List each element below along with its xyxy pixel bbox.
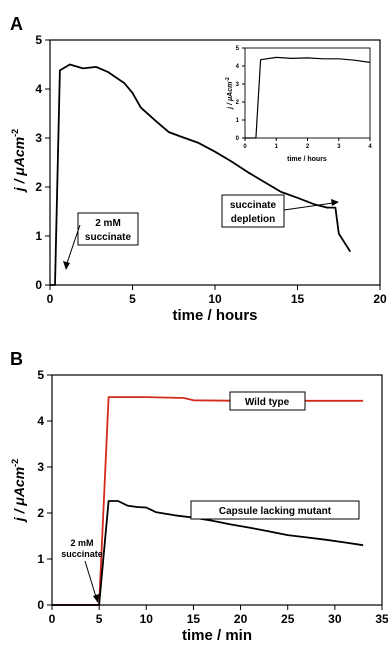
panel-b-xlabel: time / min (182, 627, 252, 644)
annotation-right-arrow (283, 202, 334, 211)
panel-b-y-tick-label: 0 (37, 598, 44, 612)
inset-series-line-0 (245, 56, 371, 139)
panel-a-ylabel: j / μAcm-2 (10, 129, 27, 193)
panel-a-y-tick-label: 3 (35, 131, 42, 145)
panel-b-y-tick-label: 2 (37, 506, 44, 520)
inset-x-tick-label: 1 (275, 144, 279, 150)
inset-y-tick-label: 5 (236, 46, 240, 52)
panel-a-x-ticks: 0 5 10 15 20 (47, 285, 387, 306)
panel-b-x-tick-label: 15 (187, 612, 201, 626)
panel-b-x-tick-label: 0 (49, 612, 56, 626)
panel-a-y-tick-label: 0 (35, 278, 42, 292)
panel-b-y-tick-label: 5 (37, 368, 44, 382)
panel-a-ylabel-main: j / μAcm (11, 137, 27, 193)
panel-b-x-tick-label: 35 (375, 612, 388, 626)
panel-b-x-ticks: 0 5 10 15 20 25 30 35 (49, 605, 388, 626)
panel-b-y-tick-label: 4 (37, 414, 44, 428)
annotation-right-line1: succinate (230, 200, 277, 211)
inset-series (245, 56, 371, 139)
inset-ylabel-exp: -2 (225, 77, 231, 82)
panel-a-x-tick-label: 10 (208, 292, 222, 306)
panel-a-xlabel: time / hours (172, 307, 257, 324)
panel-a-y-tick-label: 1 (35, 229, 42, 243)
inset-xlabel: time / hours (287, 156, 327, 163)
annotation-box-right (221, 194, 285, 228)
panel-b-y-tick-label: 3 (37, 460, 44, 474)
panel-a-letter: A (10, 14, 23, 34)
panel-a-x-tick-label: 0 (47, 292, 54, 306)
legend-box-wild-type (229, 391, 306, 411)
annotation-succinate-line1: 2 mM (70, 538, 93, 548)
inset-y-tick-label: 4 (236, 64, 240, 70)
panel-b-x-tick-label: 30 (328, 612, 342, 626)
inset-ylabel: j / μAcm-2 (225, 77, 234, 110)
panel-a-x-tick-label: 5 (129, 292, 136, 306)
annotation-succinate-arrow (84, 560, 97, 598)
annotation-box-left (77, 212, 139, 246)
panel-b-frame (51, 374, 383, 606)
panel-b-ylabel-exp: -2 (10, 459, 20, 467)
inset-x-tick-label: 2 (306, 144, 310, 150)
annotation-right-arrowhead (331, 199, 339, 206)
inset-x-tick-label: 4 (368, 144, 372, 150)
panel-a-x-tick-label: 15 (291, 292, 305, 306)
annotation-succinate-arrowhead (93, 594, 99, 603)
inset-x-ticks: 0 1 2 3 4 (243, 138, 372, 150)
panel-b-ylabel-main: j / μAcm (11, 467, 27, 523)
panel-b-x-tick-label: 20 (234, 612, 248, 626)
panel-a-y-tick-label: 5 (35, 33, 42, 47)
panel-b-y-ticks: 0 1 2 3 4 5 (37, 368, 52, 612)
panel-a-y-tick-label: 4 (35, 82, 42, 96)
inset-y-tick-label: 0 (236, 136, 240, 142)
panel-a-y-ticks: 0 1 2 3 4 5 (35, 33, 50, 292)
legend-wild-type: Wild type (245, 397, 290, 408)
panel-a-ylabel-exp: -2 (10, 129, 20, 137)
panel-b-series-line-wild-type (52, 396, 364, 606)
panel-b-letter: B (10, 349, 23, 369)
inset-frame (244, 47, 371, 139)
annotation-left-arrow (65, 224, 81, 267)
legend-box-mutant (190, 500, 360, 520)
inset-x-tick-label: 0 (243, 144, 247, 150)
annotation-right-line2: depletion (231, 214, 275, 225)
inset-x-tick-label: 3 (337, 144, 341, 150)
panel-a-series (50, 63, 352, 286)
inset-y-tick-label: 1 (236, 118, 240, 124)
inset-y-tick-label: 3 (236, 82, 240, 88)
panel-a-x-tick-label: 20 (373, 292, 387, 306)
annotation-left-line2: succinate (85, 232, 132, 243)
panel-b-x-tick-label: 25 (281, 612, 295, 626)
annotation-left-line1: 2 mM (95, 218, 121, 229)
panel-b-x-tick-label: 5 (96, 612, 103, 626)
panel-b-ylabel: j / μAcm-2 (10, 459, 27, 523)
panel-b-y-tick-label: 1 (37, 552, 44, 566)
panel-a-y-tick-label: 2 (35, 180, 42, 194)
panel-a-series-line-0 (50, 63, 352, 286)
inset-ylabel-main: j / μAcm (227, 82, 234, 110)
inset-y-ticks: 0 1 2 3 4 5 (236, 46, 245, 142)
panel-b-x-tick-label: 10 (140, 612, 154, 626)
legend-mutant: Capsule lacking mutant (219, 506, 332, 517)
inset-y-tick-label: 2 (236, 100, 240, 106)
annotation-succinate-line2: succinate (61, 549, 103, 559)
annotation-left-arrowhead (63, 261, 70, 270)
